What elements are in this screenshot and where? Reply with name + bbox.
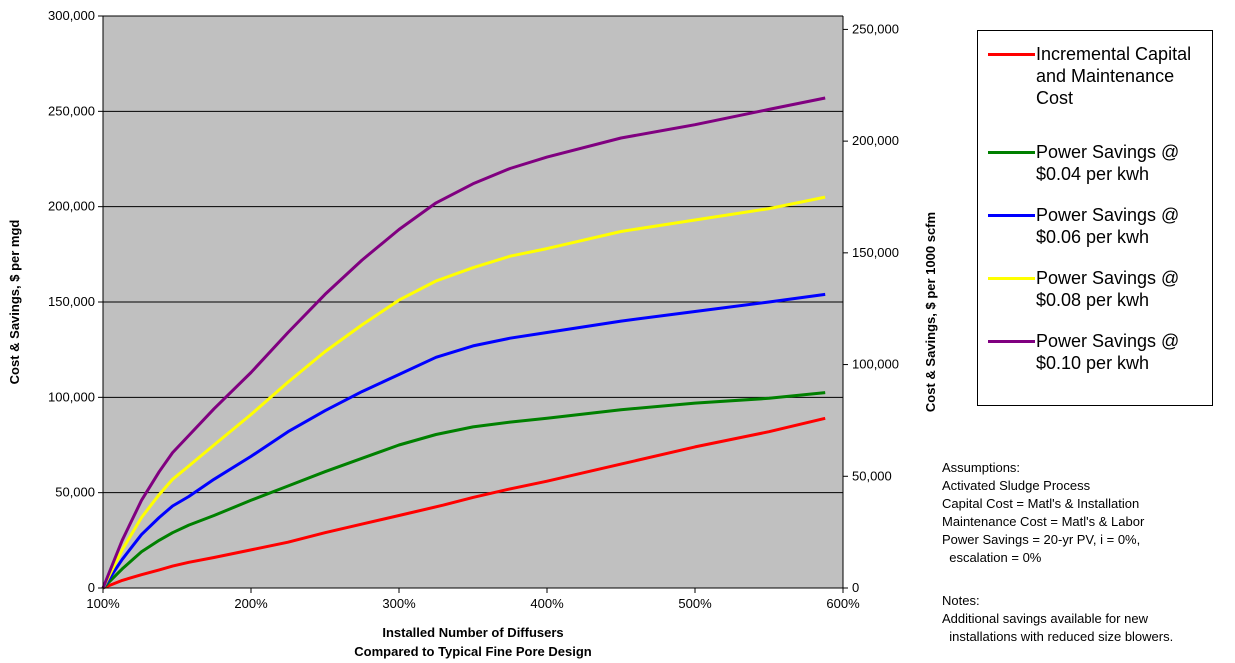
tick-labels: 0 50,000 100,000 150,000 200,000 250,000 300,0… (48, 8, 899, 611)
legend-swatch-4 (988, 277, 1035, 280)
legend-label-2: Power Savings @ $0.04 per kwh (1036, 142, 1180, 184)
series-line-3 (101, 292, 826, 589)
y-tick-label-5: 250,000 (48, 103, 95, 118)
y2-tick-label-0: 0 (852, 580, 859, 595)
legend-label-1: Incremental Capital and Maintenance Cost (1036, 44, 1192, 108)
y-tick-label-2: 100,000 (48, 389, 95, 404)
x-tick-label-3: 400% (530, 596, 564, 611)
y2-tick-label-1: 50,000 (852, 468, 892, 483)
axes (98, 15, 848, 593)
x-axis-title-line-2: Compared to Typical Fine Pore Design (354, 644, 591, 659)
x-tick-label-1: 200% (234, 596, 268, 611)
y2-tick-label-5: 250,000 (852, 21, 899, 36)
legend: Incremental Capital and Maintenance Cost… (977, 30, 1213, 406)
y2-tick-label-4: 200,000 (852, 133, 899, 148)
legend-swatch-3 (988, 214, 1035, 217)
assumptions-text: Assumptions: Activated Sludge Process Ca… (942, 460, 1145, 565)
y-axis-title: Cost & Savings, $ per mgd (7, 220, 22, 385)
legend-label-3: Power Savings @ $0.06 per kwh (1036, 205, 1180, 247)
y-tick-label-3: 150,000 (48, 294, 95, 309)
legend-swatch-1 (988, 53, 1035, 56)
y2-axis-title: Cost & Savings, $ per 1000 scfm (923, 212, 938, 412)
y-tick-label-4: 200,000 (48, 199, 95, 214)
y-tick-label-1: 50,000 (55, 485, 95, 500)
series-line-4 (101, 195, 826, 589)
legend-label-5: Power Savings @ $0.10 per kwh (1036, 331, 1180, 373)
x-tick-label-2: 300% (382, 596, 416, 611)
series-line-5 (101, 96, 826, 589)
x-tick-label-4: 500% (678, 596, 712, 611)
legend-swatch-2 (988, 151, 1035, 154)
legend-swatch-5 (988, 340, 1035, 343)
y-tick-label-0: 0 (88, 580, 95, 595)
x-tick-label-5: 600% (826, 596, 860, 611)
y2-tick-label-2: 100,000 (852, 357, 899, 372)
legend-label-4: Power Savings @ $0.08 per kwh (1036, 268, 1180, 310)
notes-text: Notes: Additional savings available for … (942, 593, 1174, 644)
series-line-2 (101, 391, 826, 590)
y-tick-label-6: 300,000 (48, 8, 95, 23)
x-axis-title-line-1: Installed Number of Diffusers (382, 625, 563, 640)
series-lines (101, 96, 826, 590)
x-tick-label-0: 100% (86, 596, 120, 611)
series-line-1 (102, 416, 826, 590)
y2-tick-label-3: 150,000 (852, 245, 899, 260)
